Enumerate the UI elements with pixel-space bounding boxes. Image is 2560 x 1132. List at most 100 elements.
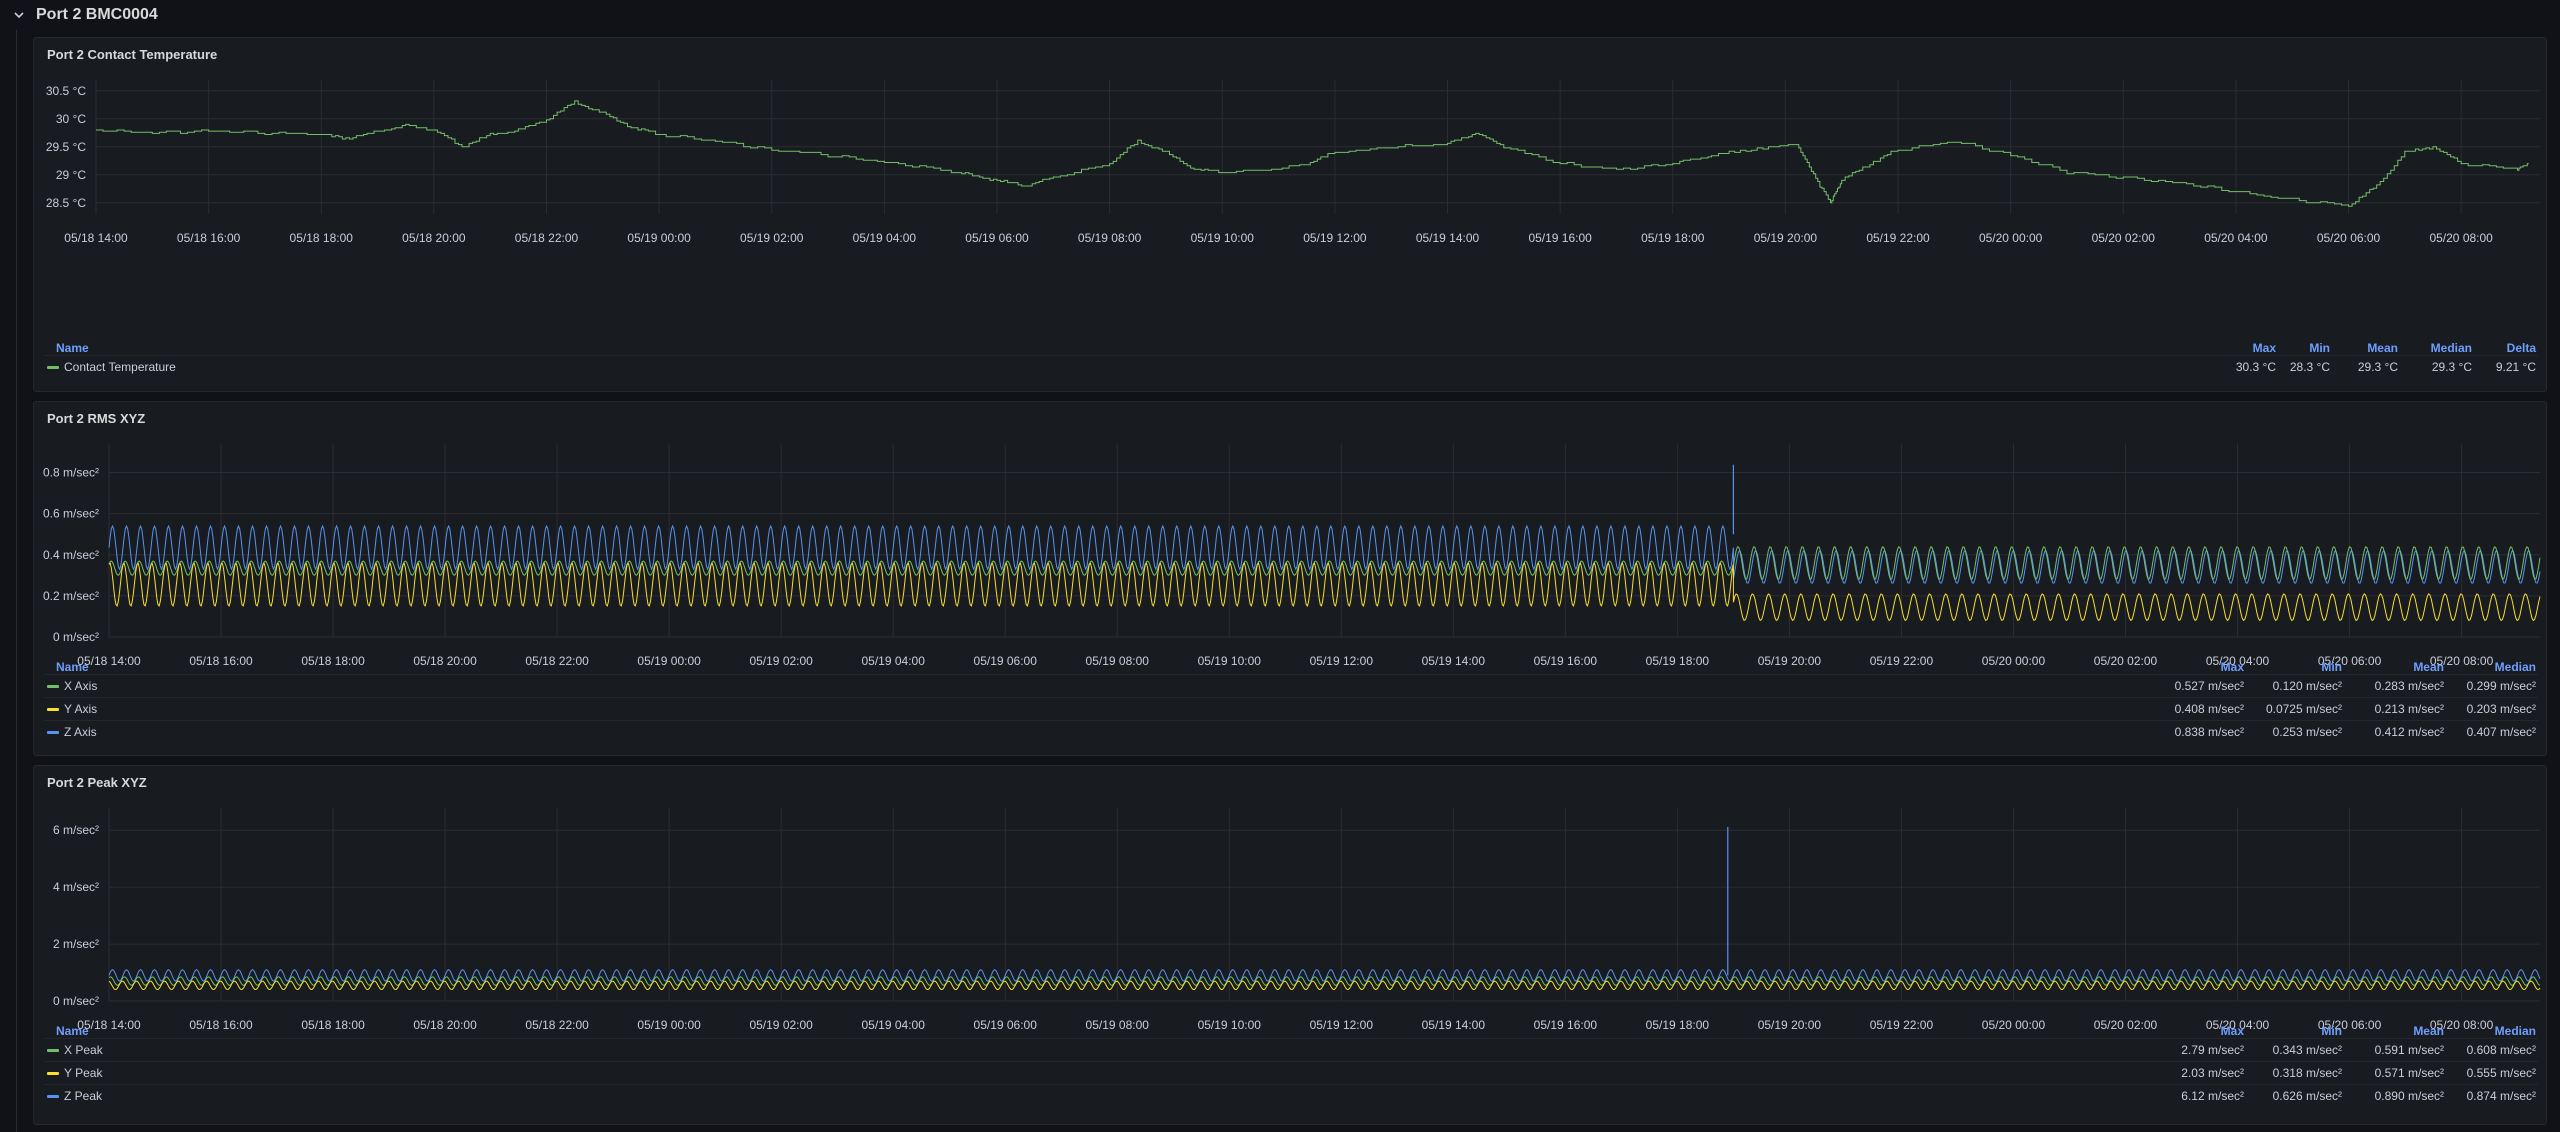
legend-stat-header-min[interactable]: Min: [2309, 341, 2330, 355]
x-tick-label: 05/20 06:00: [2318, 654, 2382, 668]
legend-series-name[interactable]: X Axis: [64, 679, 98, 693]
x-tick-label: 05/20 06:00: [2318, 1018, 2382, 1032]
x-tick-label: 05/19 06:00: [965, 231, 1029, 245]
legend-stat-header-mean[interactable]: Mean: [2413, 1024, 2444, 1038]
legend-series-name[interactable]: Z Peak: [64, 1089, 103, 1103]
x-tick-label: 05/19 12:00: [1310, 654, 1374, 668]
legend-header: Name Max Min Mean Median: [44, 660, 2538, 674]
panel-rms-xyz: Port 2 RMS XYZ 05/18 14:00 05/18 16:00 05/…: [33, 401, 2547, 756]
legend-row[interactable]: X Peak 2.79 m/sec² 0.343 m/sec² 0.591 m/sec…: [44, 1038, 2538, 1061]
x-tick-label: 05/18 18:00: [290, 231, 354, 245]
x-tick-label: 05/19 22:00: [1866, 231, 1930, 245]
row-header[interactable]: Port 2 BMC0004: [0, 0, 2560, 30]
legend-row[interactable]: X Axis 0.527 m/sec² 0.120 m/sec² 0.283 m/se…: [44, 674, 2538, 697]
x-tick-label: 05/19 04:00: [853, 231, 917, 245]
x-tick-label: 05/19 06:00: [974, 654, 1038, 668]
x-tick-label: 05/20 08:00: [2429, 231, 2493, 245]
series-line-contact-temperature[interactable]: [96, 100, 2529, 207]
rms-chart[interactable]: 05/18 14:00 05/18 16:00 05/18 18:00 05/18 2…: [34, 432, 2548, 702]
series-line-y-axis[interactable]: [108, 562, 2541, 622]
x-tick-label: 05/19 02:00: [740, 231, 804, 245]
x-tick-label: 05/19 14:00: [1416, 231, 1480, 245]
x-tick-label: 05/20 04:00: [2204, 231, 2268, 245]
series-line-x-axis[interactable]: [108, 546, 2541, 580]
legend-value: 0.213 m/sec²: [2374, 702, 2444, 716]
x-tick-label: 05/18 14:00: [64, 231, 128, 245]
legend-stat-header-min[interactable]: Min: [2321, 1024, 2342, 1038]
legend-stat-header-min[interactable]: Min: [2321, 660, 2342, 674]
legend-value: 0.203 m/sec²: [2466, 702, 2536, 716]
x-tick-label: 05/18 22:00: [515, 231, 579, 245]
legend-series-name[interactable]: Y Axis: [64, 702, 98, 716]
legend-stat-header-median[interactable]: Median: [2430, 341, 2472, 355]
legend-stat-header-max[interactable]: Max: [2252, 341, 2276, 355]
legend-series-name[interactable]: Z Axis: [64, 725, 97, 739]
y-tick-label: 28.5 °C: [46, 196, 86, 210]
x-tick-label: 05/18 18:00: [301, 654, 365, 668]
panel-peak-xyz: Port 2 Peak XYZ 05/18 14:00 05/18 16:00 05…: [33, 765, 2547, 1125]
x-tick-label: 05/19 16:00: [1534, 654, 1598, 668]
panel-title: Port 2 RMS XYZ: [47, 411, 146, 426]
legend-series-name[interactable]: Y Peak: [64, 1066, 103, 1080]
legend-row[interactable]: Contact Temperature 30.3 °C 28.3 °C 29.3 °C…: [44, 355, 2538, 378]
x-tick-label: 05/18 20:00: [413, 1018, 477, 1032]
panel-contact-temperature: Port 2 Contact Temperature 05/18 14:00 05…: [33, 37, 2547, 392]
legend: Name Max Min Mean Median X Axis 0.527 m/sec² 0.…: [44, 660, 2538, 743]
legend-value: 0.343 m/sec²: [2272, 1043, 2342, 1057]
x-tick-label: 05/18 20:00: [413, 654, 477, 668]
series-line-y-peak[interactable]: [108, 980, 2541, 991]
x-tick-label: 05/19 18:00: [1646, 654, 1710, 668]
x-tick-label: 05/19 10:00: [1198, 654, 1262, 668]
legend-swatch: [47, 1072, 59, 1075]
y-tick-label: 30.5 °C: [46, 84, 86, 98]
peak-chart[interactable]: 05/18 14:00 05/18 16:00 05/18 18:00 05/18 2…: [34, 796, 2548, 1066]
chevron-down-icon[interactable]: [12, 8, 26, 22]
legend-value: 0.571 m/sec²: [2374, 1066, 2444, 1080]
legend-row[interactable]: Z Peak 6.12 m/sec² 0.626 m/sec² 0.890 m/sec…: [44, 1084, 2538, 1107]
x-tick-label: 05/19 20:00: [1754, 231, 1818, 245]
legend-row[interactable]: Y Axis 0.408 m/sec² 0.0725 m/sec² 0.213 m/s…: [44, 697, 2538, 720]
legend-value: 0.890 m/sec²: [2374, 1089, 2444, 1103]
x-tick-label: 05/19 12:00: [1303, 231, 1367, 245]
legend-row[interactable]: Y Peak 2.03 m/sec² 0.318 m/sec² 0.571 m/sec…: [44, 1061, 2538, 1084]
x-tick-label: 05/19 06:00: [974, 1018, 1038, 1032]
legend-value: 0.412 m/sec²: [2374, 725, 2444, 739]
legend-swatch: [47, 731, 59, 734]
legend-value: 2.03 m/sec²: [2181, 1066, 2244, 1080]
legend-swatch: [47, 1049, 59, 1052]
series-line-z-peak[interactable]: [108, 969, 2541, 982]
legend-value: 0.874 m/sec²: [2466, 1089, 2536, 1103]
legend-stat-header-mean[interactable]: Mean: [2413, 660, 2444, 674]
legend-value: 9.21 °C: [2495, 360, 2536, 374]
legend-stat-header-max[interactable]: Max: [2220, 660, 2244, 674]
x-tick-label: 05/19 20:00: [1758, 1018, 1822, 1032]
legend-stat-header-max[interactable]: Max: [2220, 1024, 2244, 1038]
x-tick-label: 05/19 08:00: [1086, 1018, 1150, 1032]
legend-value: 0.0725 m/sec²: [2265, 702, 2342, 716]
legend-stat-header-mean[interactable]: Mean: [2367, 341, 2398, 355]
legend-header: Name Max Min Mean Median Delta: [44, 341, 2538, 355]
legend-stat-header-median[interactable]: Median: [2494, 660, 2536, 674]
legend-series-name[interactable]: Contact Temperature: [64, 360, 176, 374]
legend-value: 0.120 m/sec²: [2272, 679, 2342, 693]
legend-name-header[interactable]: Name: [56, 660, 89, 674]
x-tick-label: 05/20 08:00: [2430, 654, 2494, 668]
temperature-chart[interactable]: 05/18 14:00 05/18 16:00 05/18 18:00 05/18 2…: [34, 68, 2548, 378]
legend-row[interactable]: Z Axis 0.838 m/sec² 0.253 m/sec² 0.412 m/se…: [44, 720, 2538, 743]
legend-series-name[interactable]: X Peak: [64, 1043, 103, 1057]
legend-name-header[interactable]: Name: [56, 341, 89, 355]
row-divider: [16, 30, 17, 1132]
panel-title: Port 2 Contact Temperature: [47, 47, 218, 62]
x-tick-label: 05/18 22:00: [525, 654, 589, 668]
legend-value: 0.527 m/sec²: [2174, 679, 2244, 693]
x-tick-label: 05/20 06:00: [2317, 231, 2381, 245]
legend-stat-header-median[interactable]: Median: [2494, 1024, 2536, 1038]
legend-name-header[interactable]: Name: [56, 1024, 89, 1038]
y-tick-label: 2 m/sec²: [53, 937, 99, 951]
x-tick-label: 05/18 16:00: [189, 1018, 253, 1032]
x-tick-label: 05/19 16:00: [1534, 1018, 1598, 1032]
x-tick-label: 05/20 02:00: [2094, 1018, 2158, 1032]
x-tick-label: 05/19 18:00: [1646, 1018, 1710, 1032]
legend-stat-header-delta[interactable]: Delta: [2506, 341, 2536, 355]
x-tick-label: 05/19 18:00: [1641, 231, 1705, 245]
